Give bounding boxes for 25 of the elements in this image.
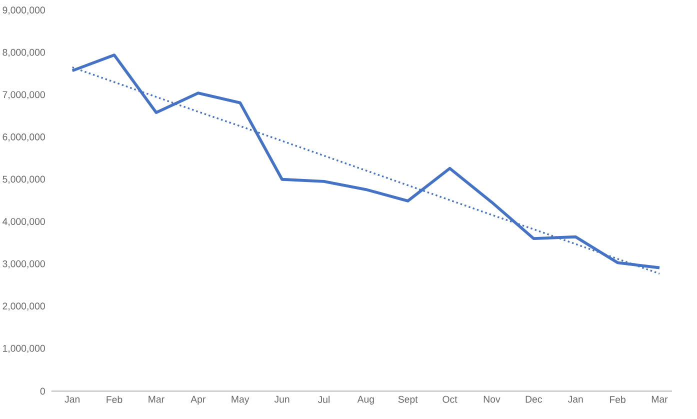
x-tick-label: Dec [526, 396, 542, 403]
x-tick-label: Jan [568, 396, 583, 403]
y-tick-label: 9,000,000 [2, 6, 45, 15]
y-tick-label: 7,000,000 [2, 91, 45, 100]
x-tick-label: Aug [357, 396, 374, 405]
x-tick-label: Jun [274, 396, 290, 403]
x-tick-label: Jan [64, 396, 80, 403]
x-tick-label: May [232, 396, 250, 405]
x-tick-label: Sept [398, 396, 418, 405]
y-tick-label: 3,000,000 [2, 260, 45, 268]
x-tick-label: Feb [610, 396, 626, 404]
x-tick-label: Jul [318, 396, 330, 404]
y-tick-label: 2,000,000 [2, 302, 45, 311]
x-tick-label: Mar [652, 396, 668, 403]
y-tick-label: 6,000,000 [2, 134, 45, 142]
x-tick-label: Feb [106, 396, 122, 404]
x-tick-label: Apr [190, 396, 206, 405]
y-tick-label: 8,000,000 [2, 49, 45, 58]
x-tick-label: Nov [484, 396, 500, 403]
y-tick-label: 4,000,000 [2, 218, 45, 226]
x-tick-label: Oct [442, 396, 458, 403]
y-tick-label: 0 [40, 388, 45, 395]
x-tick-label: Mar [148, 396, 164, 403]
y-tick-label: 5,000,000 [2, 176, 45, 184]
y-tick-label: 1,000,000 [3, 345, 45, 354]
